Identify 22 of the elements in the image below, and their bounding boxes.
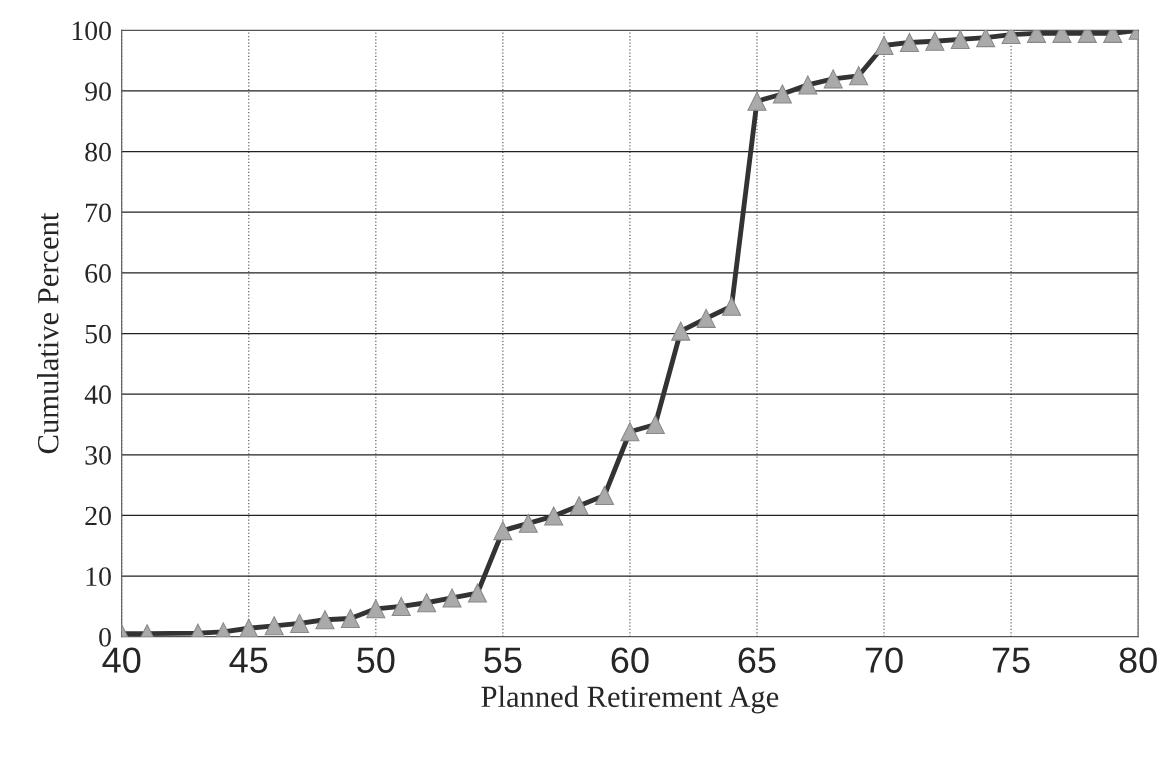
x-tick-label: 50 xyxy=(357,647,395,673)
y-tick-label: 90 xyxy=(85,82,111,101)
y-axis-title: Cumulative Percent xyxy=(37,212,59,454)
y-tick-label: 50 xyxy=(85,324,111,344)
y-tick-label: 0 xyxy=(99,627,111,647)
x-axis-title: Planned Retirement Age xyxy=(481,685,779,714)
y-tick-label: 80 xyxy=(85,142,111,162)
y-tick-label: 70 xyxy=(86,203,111,223)
x-tick-label: 55 xyxy=(484,647,522,673)
x-tick-label: 80 xyxy=(1119,647,1157,673)
x-tick-label: 70 xyxy=(865,647,903,673)
x-tick-label: 40 xyxy=(102,647,141,673)
y-tick-label: 30 xyxy=(85,445,111,465)
y-tick-label: 20 xyxy=(85,506,111,526)
y-tick-label: 10 xyxy=(86,567,111,586)
y-tick-label: 100 xyxy=(72,21,111,41)
y-tick-label: 60 xyxy=(85,264,111,283)
x-tick-label: 65 xyxy=(738,647,776,673)
x-tick-label: 75 xyxy=(992,647,1030,673)
x-tick-label: 60 xyxy=(611,647,649,673)
y-tick-label: 40 xyxy=(84,385,111,405)
x-tick-label: 45 xyxy=(229,647,268,673)
